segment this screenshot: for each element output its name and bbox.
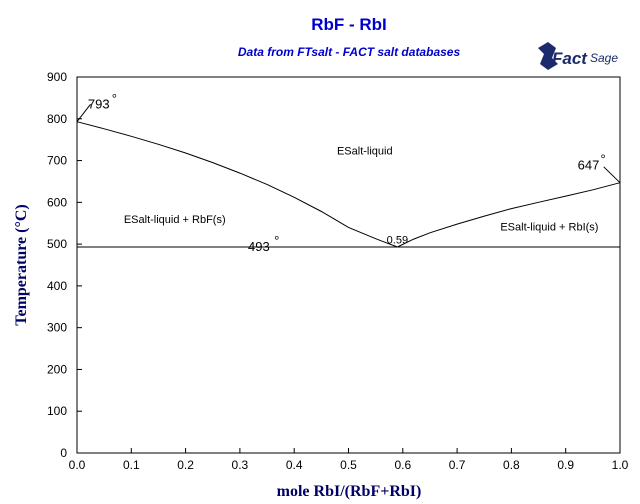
annotation-leader-793 <box>76 103 91 123</box>
y-axis-label: Temperature (°C) <box>13 204 30 325</box>
x-tick-label: 1.0 <box>612 458 629 472</box>
x-tick-label: 0.6 <box>394 458 411 472</box>
logo-sage-text: Sage <box>590 51 618 65</box>
chart-title: RbF - RbI <box>311 15 387 34</box>
annotation-eutectic-composition: 0.59 <box>387 234 408 246</box>
annotation-degree-493: ° <box>274 233 279 248</box>
annotation-493: 493 <box>248 239 270 254</box>
x-tick-label: 0.1 <box>123 458 140 472</box>
annotation-degree-793: ° <box>112 91 117 106</box>
phase-boundary-line <box>397 182 621 248</box>
y-tick-label: 900 <box>47 70 67 84</box>
x-tick-label: 0.0 <box>69 458 86 472</box>
x-tick-label: 0.5 <box>340 458 357 472</box>
x-tick-label: 0.7 <box>449 458 466 472</box>
chart-labels: ESalt-liquid ESalt-liquid + RbF(s) ESalt-l… <box>76 91 621 254</box>
x-tick-label: 0.9 <box>557 458 574 472</box>
phase-boundaries <box>76 121 621 248</box>
y-tick-label: 800 <box>47 112 67 126</box>
annotation-647: 647 <box>578 158 600 173</box>
x-tick-label: 0.2 <box>177 458 194 472</box>
axis-ticks: 0.0 0.1 0.2 0.3 0.4 0.5 0.6 0.7 0.8 0.9 1.0 0 100 200… <box>47 70 629 472</box>
y-tick-label: 400 <box>47 279 67 293</box>
logo-fact-text: Fact <box>552 49 588 68</box>
y-tick-label: 500 <box>47 237 67 251</box>
phase-boundary-line <box>76 121 398 248</box>
y-tick-label: 200 <box>47 362 67 376</box>
plot-frame <box>76 76 621 454</box>
x-tick-label: 0.4 <box>286 458 303 472</box>
annotation-leader-647 <box>603 166 621 184</box>
annotation-degree-647: ° <box>600 151 605 166</box>
y-tick-label: 700 <box>47 154 67 168</box>
y-tick-label: 100 <box>47 404 67 418</box>
logo-mark-icon <box>538 42 558 70</box>
region-label-liquid: ESalt-liquid <box>337 145 393 157</box>
factsage-logo: Fact Sage <box>538 42 618 70</box>
x-tick-label: 0.8 <box>503 458 520 472</box>
y-tick-label: 300 <box>47 321 67 335</box>
region-label-liquid-rbf: ESalt-liquid + RbF(s) <box>124 214 226 226</box>
y-tick-label: 0 <box>60 446 67 460</box>
region-label-liquid-rbi: ESalt-liquid + RbI(s) <box>500 222 598 234</box>
x-tick-label: 0.3 <box>232 458 249 472</box>
x-axis-label: mole RbI/(RbF+RbI) <box>277 483 422 500</box>
chart-subtitle: Data from FTsalt - FACT salt databases <box>238 45 461 59</box>
annotation-793: 793 <box>88 96 110 111</box>
y-tick-label: 600 <box>47 195 67 209</box>
